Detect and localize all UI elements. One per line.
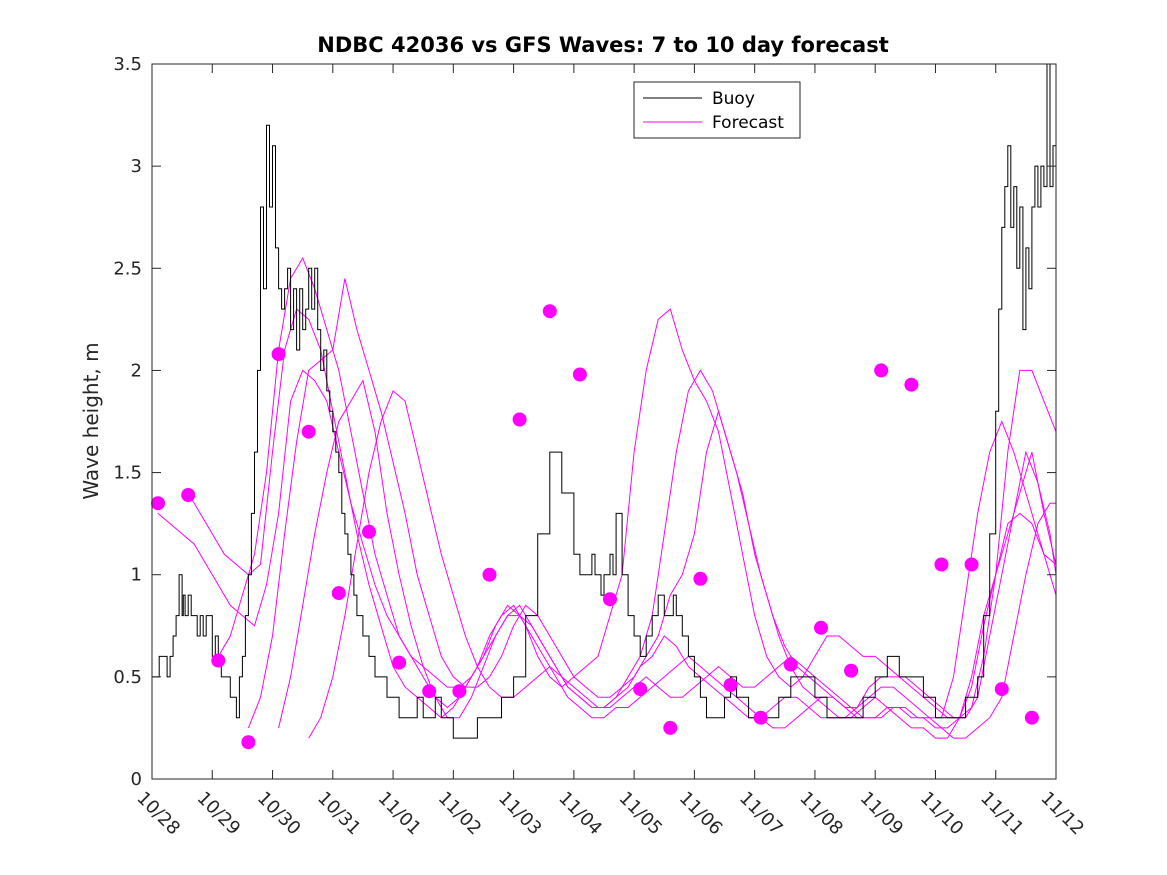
forecast-marker [392,655,407,670]
y-tick-label: 3.5 [113,54,142,75]
forecast-marker [723,678,738,692]
forecast-marker [331,586,346,601]
forecast-marker [572,367,587,382]
forecast-marker [301,424,316,439]
forecast-marker [753,710,768,725]
legend: Buoy Forecast [633,81,801,139]
forecast-marker [181,488,196,502]
forecast-marker [512,412,527,427]
y-tick-label: 0.5 [113,667,142,688]
forecast-marker [693,571,708,586]
forecast-marker [362,524,376,539]
forecast-line-1 [157,369,1056,729]
forecast-marker [603,592,617,607]
y-tick-label: 1.5 [113,463,142,484]
forecast-marker [1024,710,1039,725]
forecast-line-4 [247,278,1056,739]
chart-title: NDBC 42036 vs GFS Waves: 7 to 10 day for… [317,33,888,57]
forecast-marker [422,684,437,699]
forecast-line-2 [187,308,1056,719]
legend-buoy-label: Buoy [712,89,755,109]
legend-box [633,81,801,139]
y-tick-label: 3 [131,156,142,177]
y-tick-label: 0 [131,769,142,790]
forecast-marker [241,735,256,750]
forecast-marker [874,363,889,378]
forecast-marker [814,620,828,635]
forecast-line-5 [278,379,1056,729]
forecast-marker [663,720,678,735]
forecast-marker [964,557,979,572]
forecast-marker [151,496,165,511]
buoy-line [152,64,1056,739]
forecast-marker [934,557,949,572]
y-tick-label: 1 [131,565,142,586]
forecast-marker [211,653,226,668]
forecast-line-6 [308,390,1056,739]
forecast-marker [482,567,497,582]
forecast-marker [542,304,557,319]
forecast-marker [271,347,286,362]
forecast-marker [904,377,919,392]
legend-forecast-label: Forecast [712,113,784,133]
forecast-marker [633,682,648,697]
y-axis-label: Wave height, m [79,342,103,499]
y-tick-label: 2 [131,360,142,381]
axes-box [151,63,1057,780]
forecast-marker [783,657,798,672]
y-tick-label: 2.5 [113,258,142,279]
forecast-marker [844,663,859,678]
forecast-marker [994,682,1009,697]
forecast-marker [452,684,467,699]
